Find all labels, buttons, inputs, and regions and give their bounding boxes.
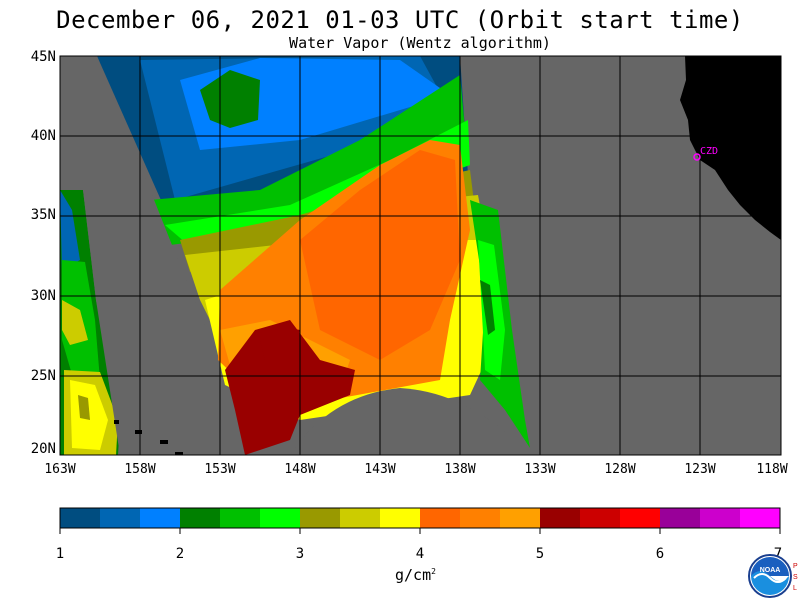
lon-tick-118w: 118W xyxy=(756,462,788,477)
colorbar-tick-2: 2 xyxy=(175,546,185,562)
lon-tick-128w: 128W xyxy=(604,462,636,477)
colorbar-swatch xyxy=(260,508,300,528)
colorbar-swatch xyxy=(100,508,140,528)
colorbar-swatch xyxy=(620,508,660,528)
svg-text:S: S xyxy=(793,574,798,581)
left-swath xyxy=(60,190,120,455)
colorbar-swatch xyxy=(700,508,740,528)
station-marker xyxy=(693,153,701,161)
psl-logo: P S L xyxy=(793,563,798,592)
colorbar-tick-5: 5 xyxy=(535,546,545,562)
colorbar-swatch xyxy=(420,508,460,528)
colorbar-swatch xyxy=(580,508,620,528)
colorbar-swatch xyxy=(660,508,700,528)
colorbar-tick-1: 1 xyxy=(55,546,65,562)
hawaii-islands xyxy=(114,420,183,455)
lon-tick-133w: 133W xyxy=(524,462,556,477)
colorbar-swatch xyxy=(500,508,540,528)
colorbar-tick-3: 3 xyxy=(295,546,305,562)
colorbar-swatch xyxy=(380,508,420,528)
colorbar-tick-4: 4 xyxy=(415,546,425,562)
map-title: December 06, 2021 01-03 UTC (Orbit start… xyxy=(56,6,744,34)
lon-tick-148w: 148W xyxy=(284,462,316,477)
colorbar-swatch xyxy=(140,508,180,528)
lon-tick-158w: 158W xyxy=(124,462,156,477)
colorbar-swatch xyxy=(180,508,220,528)
map-subtitle: Water Vapor (Wentz algorithm) xyxy=(289,34,551,52)
map-frame xyxy=(59,55,782,456)
svg-text:P: P xyxy=(793,563,798,570)
colorbar-units: g/cm2 xyxy=(395,566,436,584)
colorbar xyxy=(59,507,781,534)
lon-tick-123w: 123W xyxy=(684,462,716,477)
colorbar-swatch xyxy=(340,508,380,528)
lon-tick-138w: 138W xyxy=(444,462,476,477)
station-label: CZD xyxy=(700,146,719,157)
colorbar-tick-6: 6 xyxy=(655,546,665,562)
colorbar-tick-7: 7 xyxy=(773,546,783,562)
lat-tick-35n: 35N xyxy=(30,207,56,223)
colorbar-swatch xyxy=(60,508,100,528)
colorbar-swatch xyxy=(220,508,260,528)
svg-text:NOAA: NOAA xyxy=(760,567,781,574)
colorbar-swatch xyxy=(740,508,780,528)
colorbar-swatch xyxy=(460,508,500,528)
lat-tick-40n: 40N xyxy=(30,128,56,144)
lat-tick-25n: 25N xyxy=(30,368,56,384)
noaa-logo: NOAA xyxy=(748,554,792,598)
lat-tick-45n: 45N xyxy=(30,49,56,65)
lat-tick-30n: 30N xyxy=(30,288,56,304)
svg-text:L: L xyxy=(793,585,797,592)
land-california xyxy=(680,56,781,240)
lat-tick-20n: 20N xyxy=(30,441,56,457)
colorbar-swatch xyxy=(300,508,340,528)
map-grid xyxy=(60,56,781,455)
colorbar-swatch xyxy=(540,508,580,528)
lon-tick-143w: 143W xyxy=(364,462,396,477)
lon-tick-163w: 163W xyxy=(44,462,76,477)
lon-tick-153w: 153W xyxy=(204,462,236,477)
